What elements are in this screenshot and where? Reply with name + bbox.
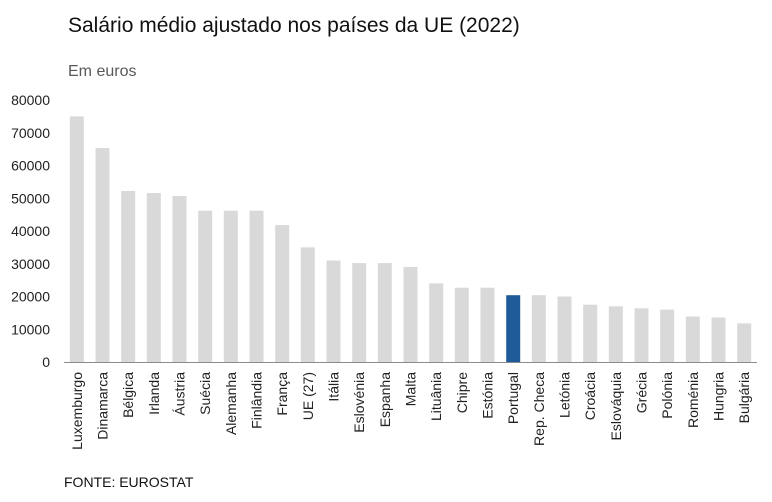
bar-suécia [198,210,213,362]
bar-roménia [685,316,700,362]
x-tick-label: Bulgária [736,372,752,424]
x-tick-label: Lituânia [428,372,444,421]
y-tick-label: 60000 [11,158,50,174]
x-tick-label: Malta [403,372,419,406]
x-tick-label: Dinamarca [95,372,111,440]
y-tick-label: 50000 [11,190,50,206]
x-tick-label: Eslováquia [608,372,624,441]
bar-chipre [454,287,469,362]
bar-itália [326,260,341,362]
x-tick-label: Itália [326,372,342,402]
bar-croácia [583,304,598,362]
x-tick-label: Roménia [685,372,701,428]
bar-irlanda [146,193,161,362]
x-tick-label: Eslovénia [351,372,367,433]
x-tick-label: Hungria [711,372,727,421]
bar-luxemburgo [69,116,84,363]
bar-rep-checa [531,295,546,362]
x-tick-label: Portugal [505,372,521,424]
y-tick-label: 20000 [11,289,50,305]
x-tick-label: Letónia [557,372,573,418]
bar-polónia [660,309,675,362]
x-tick-label: França [274,372,290,416]
y-tick-label: 70000 [11,125,50,141]
bar-alemanha [223,210,238,362]
x-tick-label: Espanha [377,372,393,427]
bar-hungria [711,317,726,362]
bar-finlândia [249,210,264,362]
bar-estónia [480,287,495,362]
bar-malta [403,267,418,362]
x-tick-label: Grécia [634,372,650,413]
x-tick-label: Luxemburgo [69,372,85,450]
y-tick-label: 40000 [11,223,50,239]
bar-grécia [634,308,649,362]
bar-eslováquia [608,306,623,362]
x-tick-label: Rep. Checa [531,372,547,446]
x-tick-label: Croácia [582,372,598,420]
y-tick-label: 0 [42,354,50,370]
x-tick-label: Chipre [454,372,470,413]
x-tick-label: Suécia [197,372,213,415]
bar-portugal [506,295,521,362]
bar-eslovénia [352,263,367,362]
bar-bélgica [121,191,136,362]
y-tick-label: 30000 [11,256,50,272]
bar-lituânia [429,283,444,362]
x-tick-label: Polónia [659,372,675,419]
x-tick-label: Estónia [480,372,496,419]
bar-bulgária [737,323,752,362]
chart-title: Salário médio ajustado nos países da UE … [68,14,520,37]
bar-frança [275,225,290,362]
x-tick-label: Áustria [172,372,188,416]
bar-espanha [377,263,392,362]
x-tick-label: Finlândia [249,372,265,429]
x-tick-label: Bélgica [120,372,136,418]
y-tick-label: 80000 [11,92,50,108]
source-note: FONTE: EUROSTAT [64,474,194,490]
x-tick-label: UE (27) [300,372,316,420]
y-tick-label: 10000 [11,321,50,337]
bar-dinamarca [95,148,110,362]
bar-ue-27- [300,247,315,362]
bar-áustria [172,196,187,362]
x-tick-label: Alemanha [223,372,239,435]
x-tick-label: Irlanda [146,372,162,415]
bar-letónia [557,296,572,362]
chart-subtitle: Em euros [68,63,137,80]
